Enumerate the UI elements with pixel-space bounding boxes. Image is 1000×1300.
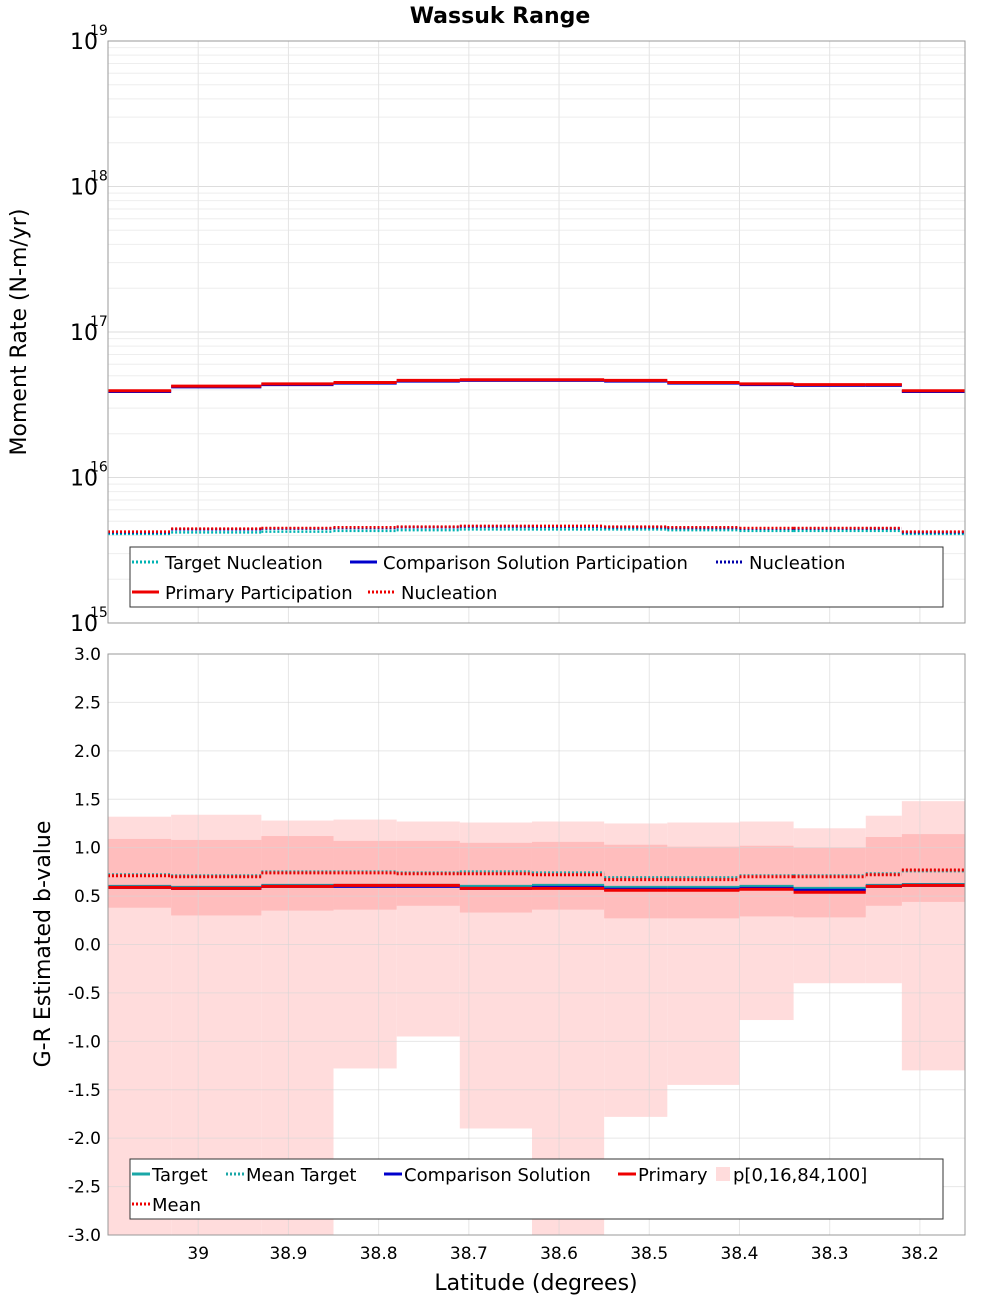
y-tick-exponent: 17: [90, 314, 108, 330]
y-tick-label: 1.5: [74, 790, 101, 810]
top-legend: Target Nucleation Comparison Solution Par…: [129, 546, 944, 608]
y-tick-label: -2.0: [68, 1129, 101, 1149]
y-tick-label: -0.5: [68, 984, 101, 1004]
percentile-band-inner: [667, 846, 740, 919]
legend-label: Nucleation: [401, 583, 497, 604]
legend-label: Comparison Solution Participation: [383, 553, 688, 574]
top-grid: [108, 41, 965, 624]
top-legend-box: [129, 546, 944, 608]
bottom-y-axis-label: G-R Estimated b-value: [31, 821, 56, 1068]
percentile-band-inner: [604, 844, 668, 919]
bottom-y-ticks: -3.0 -2.5 -2.0 -1.5 -1.0 -0.5 0.0 0.5 1.0 1.5 2.0 2…: [68, 645, 101, 1246]
legend-label: Comparison Solution: [404, 1165, 591, 1186]
percentile-band-inner: [333, 840, 397, 910]
bottom-series: [108, 868, 965, 894]
b-value-panel: -3.0 -2.5 -2.0 -1.5 -1.0 -0.5 0.0 0.5 1.0 1.5 2.0 2…: [31, 645, 966, 1296]
x-tick-label: 38.2: [901, 1244, 939, 1264]
y-tick-label: 3.0: [74, 645, 101, 665]
percentile-band-inner: [459, 842, 532, 913]
legend-label: Mean: [152, 1195, 201, 1216]
y-tick-label: 2.0: [74, 742, 101, 762]
legend-label: Target: [151, 1165, 208, 1186]
y-tick-label: 0.0: [74, 936, 101, 956]
y-tick-label: -1.0: [68, 1032, 101, 1052]
y-tick-exponent: 18: [90, 169, 108, 185]
legend-label: Primary Participation: [165, 583, 353, 604]
x-axis-label: Latitude (degrees): [434, 1271, 637, 1296]
x-tick-label: 38.3: [811, 1244, 849, 1264]
percentile-band-inner: [865, 837, 902, 906]
x-tick-label: 38.9: [269, 1244, 307, 1264]
y-tick-label: 1.0: [74, 839, 101, 859]
y-tick-label: 10: [70, 176, 98, 201]
y-tick-label: 0.5: [74, 887, 101, 907]
legend-label: Primary: [638, 1165, 708, 1186]
percentile-band-inner: [901, 834, 965, 902]
y-tick-label: 10: [70, 467, 98, 492]
y-tick-exponent: 15: [90, 605, 108, 621]
y-tick-label: -2.5: [68, 1178, 101, 1198]
x-tick-label: 38.6: [540, 1244, 578, 1264]
x-tick-label: 39: [187, 1244, 209, 1264]
legend-swatch-band: [716, 1167, 730, 1181]
percentile-band-inner: [739, 845, 794, 917]
y-tick-label: -1.5: [68, 1081, 101, 1101]
y-tick-label: 10: [70, 612, 98, 637]
x-tick-label: 38.8: [360, 1244, 398, 1264]
top-plot-frame: [107, 40, 966, 624]
bottom-legend: Target Mean Target Comparison Solution Prim…: [129, 1158, 944, 1220]
y-tick-label: 10: [70, 321, 98, 346]
x-tick-label: 38.4: [721, 1244, 759, 1264]
legend-label: Nucleation: [749, 553, 845, 574]
top-series: [108, 378, 965, 536]
bottom-plot-frame: [107, 653, 966, 1236]
y-tick-label: 10: [70, 30, 98, 55]
y-tick-exponent: 19: [90, 23, 108, 39]
top-y-axis-label: Moment Rate (N-m/yr): [7, 209, 32, 456]
y-tick-label: -3.0: [68, 1226, 101, 1246]
chart-title: Wassuk Range: [410, 4, 591, 29]
bottom-x-ticks: 39 38.9 38.8 38.7 38.6 38.5 38.4 38.3 38.2: [187, 1244, 938, 1264]
y-tick-label: 2.5: [74, 693, 101, 713]
y-tick-exponent: 16: [90, 460, 108, 476]
x-tick-label: 38.7: [450, 1244, 488, 1264]
legend-label: Mean Target: [246, 1165, 356, 1186]
bottom-legend-box: [129, 1158, 944, 1220]
legend-label: Target Nucleation: [164, 553, 323, 574]
x-tick-label: 38.5: [630, 1244, 668, 1264]
legend-label-percentile: p[0,16,84,100]: [733, 1165, 867, 1186]
